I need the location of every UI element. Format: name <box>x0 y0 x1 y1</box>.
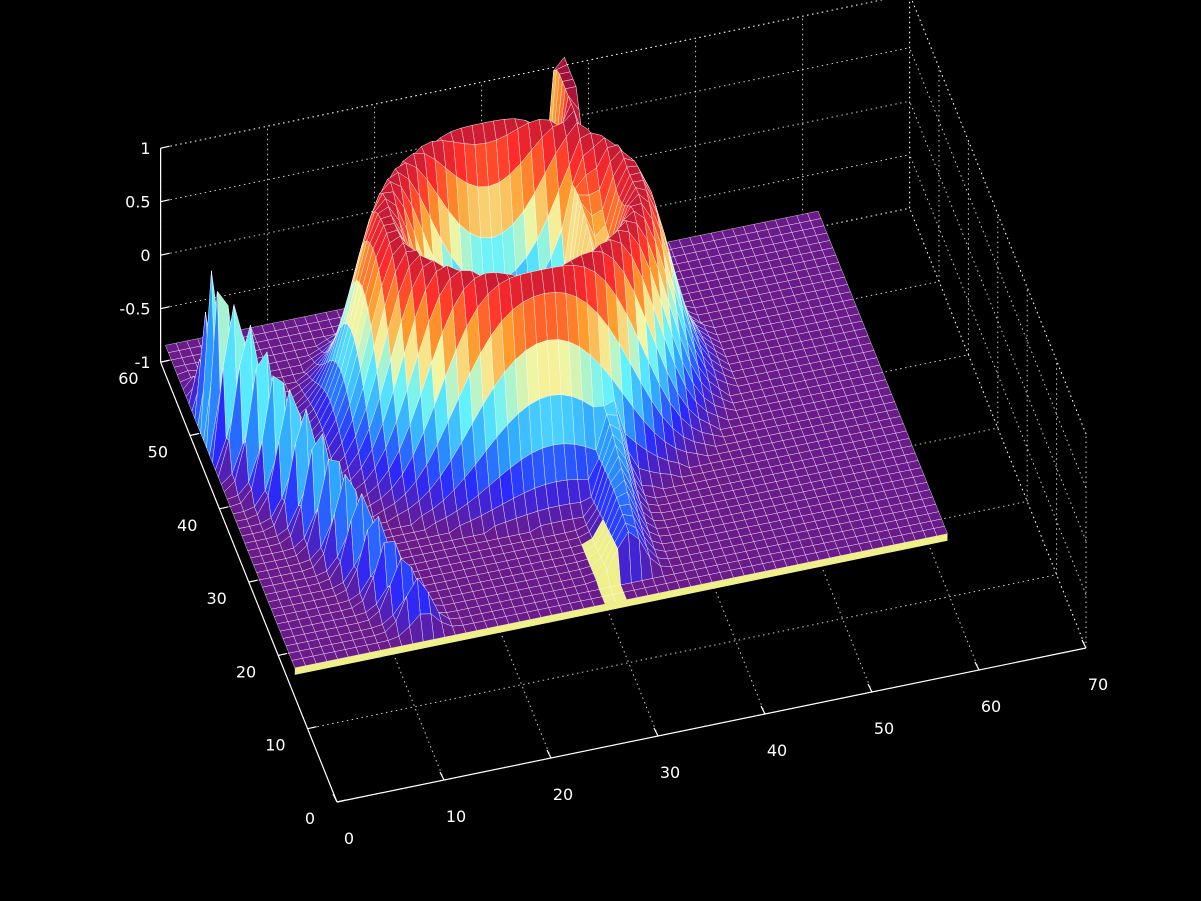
surface-front-rim <box>294 533 948 675</box>
y-tick-mark <box>278 652 288 656</box>
z-tick-label: -1 <box>135 353 151 372</box>
x-tick-label: 40 <box>767 741 787 760</box>
z-tick-label: 0.5 <box>125 193 150 212</box>
x-tick-mark <box>546 749 552 759</box>
x-tick-label: 30 <box>660 763 680 782</box>
z-tick-mark <box>160 199 170 203</box>
x-tick-mark <box>439 771 445 781</box>
x-tick-label: 60 <box>981 697 1001 716</box>
x-tick-label: 70 <box>1088 675 1108 694</box>
x-tick-mark <box>867 683 873 693</box>
x-tick-mark <box>974 661 980 671</box>
z-tick-label: -0.5 <box>119 300 150 319</box>
z-tick-mark <box>160 359 170 363</box>
y-tick-label: 60 <box>118 369 138 388</box>
y-tick-label: 20 <box>236 662 256 681</box>
x-tick-label: 0 <box>344 829 354 848</box>
y-tick-label: 50 <box>148 443 168 462</box>
x-tick-label: 50 <box>874 719 894 738</box>
y-tick-mark <box>219 506 229 510</box>
y-tick-mark <box>248 579 258 583</box>
z-tick-label: 0 <box>140 246 150 265</box>
axes-lines <box>160 145 1087 803</box>
y-tick-mark <box>307 726 317 730</box>
z-tick-label: 1 <box>140 139 150 158</box>
z-tick-mark <box>160 252 170 256</box>
y-tick-label: 40 <box>177 516 197 535</box>
x-tick-mark <box>760 705 766 715</box>
x-tick-mark <box>332 793 338 803</box>
x-tick-label: 20 <box>553 785 573 804</box>
y-tick-mark <box>189 432 200 437</box>
y-tick-label: 10 <box>265 736 285 755</box>
z-tick-mark <box>160 145 170 149</box>
surface-mesh <box>165 56 948 675</box>
y-tick-mark <box>336 799 347 803</box>
y-tick-label: 0 <box>305 809 315 828</box>
surface-patch <box>291 658 306 669</box>
x-tick-mark <box>1081 639 1087 649</box>
x-tick-label: 10 <box>446 807 466 826</box>
x-tick-mark <box>653 727 659 737</box>
y-tick-label: 30 <box>206 589 226 608</box>
x-axis-line <box>336 647 1087 803</box>
z-tick-mark <box>160 306 170 310</box>
